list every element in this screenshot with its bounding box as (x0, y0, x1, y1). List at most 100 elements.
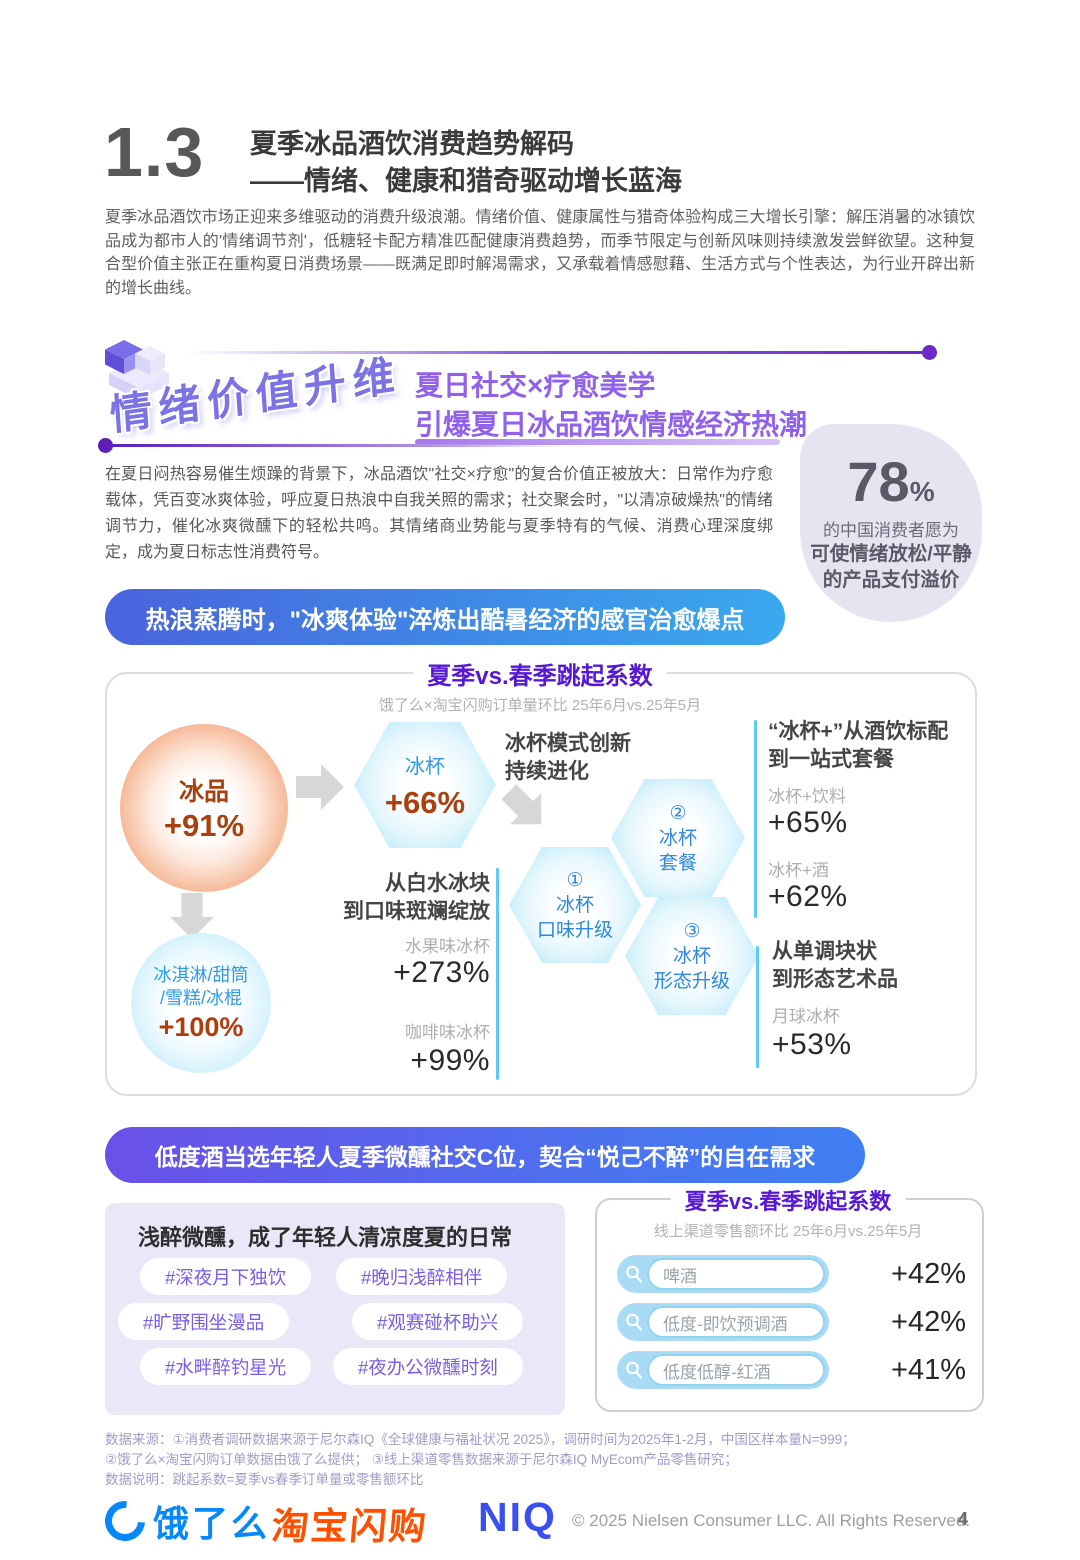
taobao-shangou-logo: 淘宝闪购 (269, 1506, 430, 1547)
shape-heading-line1: 从单调块状 (772, 940, 877, 963)
header-rule-bottom (112, 444, 564, 447)
shape-heading: 从单调块状 到形态艺术品 (772, 938, 972, 994)
tag-pill: #观赛碰杯助兴 (352, 1303, 524, 1340)
hex1-line2: 口味升级 (536, 919, 613, 941)
tag-pill: #旷野围坐漫品 (118, 1303, 290, 1340)
hex3-line1: 冰杯 (672, 945, 711, 967)
section-number: 1.3 (104, 113, 205, 191)
ice-product-circle: 冰品 +91% (120, 724, 288, 892)
flavor-item2-value: +99% (410, 1044, 490, 1077)
rule-dot-right (922, 345, 937, 360)
shape-item1-label: 月球冰杯 (772, 1007, 840, 1026)
combo-item2-value: +62% (768, 880, 848, 913)
page-title-line1: 夏季冰品酒饮消费趋势解码 (250, 129, 574, 159)
ice-cup-label: 冰杯 (405, 755, 445, 778)
search-pill-label: 啤酒 (647, 1258, 825, 1290)
tag-pill: #晚归浅醉相伴 (336, 1258, 508, 1295)
ice-cream-label2: /雪糕/冰棍 (159, 987, 242, 1008)
diagram-subtitle: 饿了么×淘宝闪购订单量环比 25年6月vs.25年5月 (378, 697, 702, 714)
tag-pill: #深夜月下独饮 (140, 1258, 312, 1295)
copyright: © 2025 Nielsen Consumer LLC. All Rights … (572, 1511, 971, 1530)
search-pill-label: 低度低醇-红酒 (647, 1354, 825, 1386)
growth-box-subtitle: 线上渠道零售额环比 25年6月vs.25年5月 (653, 1223, 923, 1240)
ice-cup-value: +66% (384, 784, 466, 820)
section-subtitle-line1: 夏日社交×疗愈美学 (415, 370, 656, 401)
flavor-heading: 从白水冰块 到口味斑斓绽放 (340, 870, 490, 926)
shape-item1-value: +53% (772, 1028, 852, 1061)
footnote-line2: ②饿了么×淘宝闪购订单数据由饿了么提供； ③线上渠道零售数据来源于尼尔森IQ M… (105, 1452, 738, 1467)
hex2-line1: 冰杯 (658, 827, 697, 849)
combo-heading-line1: “冰杯+”从酒饮标配 (768, 720, 949, 743)
flavor-heading-line2: 到口味斑斓绽放 (343, 900, 490, 923)
hex1-line1: 冰杯 (555, 894, 594, 916)
combo-heading-line2: 到一站式套餐 (768, 748, 894, 771)
growth-value: +41% (891, 1354, 966, 1386)
growth-box-title: 夏季vs.春季跳起系数 (670, 1184, 906, 1216)
footnote-line3: 数据说明：跳起系数=夏季vs春季订单量或零售额环比 (105, 1472, 424, 1487)
mode-note: 冰杯模式创新 持续进化 (505, 730, 631, 786)
stat-line1: 的中国消费者愿为 (823, 520, 959, 540)
page-number: 4 (958, 1509, 969, 1529)
divider-shape (756, 946, 759, 1068)
page-title-line2: ——情绪、健康和猎奇驱动增长蓝海 (250, 166, 682, 196)
footnote-line1: 数据来源：①消费者调研数据来源于尼尔森IQ《全球健康与福祉状况 2025》，调研… (105, 1432, 856, 1447)
shape-heading-line2: 到形态艺术品 (772, 968, 898, 991)
search-icon (626, 1265, 643, 1283)
stat-line3: 的产品支付溢价 (822, 568, 960, 591)
stat-line2: 可使情绪放松/平静 (810, 542, 972, 565)
flavor-item1-label: 水果味冰杯 (405, 937, 490, 956)
tag-pill: #夜办公微醺时刻 (333, 1348, 523, 1385)
footnotes: 数据来源：①消费者调研数据来源于尼尔森IQ《全球健康与福祉状况 2025》，调研… (105, 1430, 985, 1490)
mode-note-line1: 冰杯模式创新 (505, 732, 631, 755)
search-pill-redwine: 低度低醇-红酒 (617, 1351, 829, 1389)
intro-paragraph: 夏季冰品酒饮市场正迎来多维驱动的消费升级浪潮。情绪价值、健康属性与猎奇体验构成三… (105, 209, 975, 297)
hex3-line2: 形态升级 (653, 970, 730, 992)
ice-cream-label1: 冰淇淋/甜筒 (153, 964, 249, 985)
tag-pill: #水畔醉钓星光 (140, 1348, 312, 1385)
combo-item2-label: 冰杯+酒 (768, 861, 829, 880)
niq-logo: NIQ (478, 1494, 557, 1540)
eleme-logo: 饿了么 (96, 1492, 271, 1550)
growth-value: +42% (891, 1306, 966, 1338)
banner-low-alcohol: 低度酒当选年轻人夏季微醺社交C位，契合“悦己不醉”的自在需求 (105, 1127, 865, 1183)
ice-cream-circle: 冰淇淋/甜筒 /雪糕/冰棍 +100% (131, 933, 271, 1073)
rule-dot-left (98, 438, 113, 453)
stat-blob: 78% 的中国消费者愿为 可使情绪放松/平静 的产品支付溢价 (800, 424, 982, 622)
stat-value: 78 (847, 449, 910, 513)
mode-note-line2: 持续进化 (505, 760, 589, 783)
hex1-num: ① (566, 869, 584, 891)
ice-cream-value: +100% (158, 1011, 244, 1042)
search-pill-premix: 低度-即饮预调酒 (617, 1303, 829, 1341)
header-rule-top (185, 351, 923, 354)
section-body: 在夏日闷热容易催生烦躁的背景下，冰品酒饮"社交×疗愈"的复合价值正被放大：日常作… (105, 466, 773, 561)
stat-number: 78% (847, 453, 935, 510)
divider-combo (754, 720, 757, 918)
combo-item1-label: 冰杯+饮料 (768, 787, 846, 806)
eleme-logo-text: 饿了么 (153, 1503, 271, 1544)
combo-heading: “冰杯+”从酒饮标配 到一站式套餐 (768, 718, 976, 774)
tags-box-title: 浅醉微醺，成了年轻人清凉度夏的日常 (138, 1225, 513, 1250)
banner-ice-experience: 热浪蒸腾时，"冰爽体验"淬炼出酷暑经济的感官治愈爆点 (105, 589, 785, 645)
search-icon (626, 1361, 643, 1379)
flavor-heading-line1: 从白水冰块 (385, 872, 490, 895)
stat-unit: % (909, 475, 935, 507)
growth-value: +42% (891, 1258, 966, 1290)
subtitle-underline (415, 439, 780, 445)
flavor-item1-value: +273% (393, 956, 490, 989)
section-subtitle-line2: 引爆夏日冰品酒饮情感经济热潮 (415, 409, 808, 440)
hex2-num: ② (669, 802, 687, 824)
divider-flavor (496, 868, 499, 1080)
hex2-line2: 套餐 (658, 852, 697, 874)
flavor-item2-label: 咖啡味冰杯 (405, 1023, 490, 1042)
search-pill-beer: 啤酒 (617, 1255, 829, 1293)
page-title: 夏季冰品酒饮消费趋势解码 ——情绪、健康和猎奇驱动增长蓝海 (250, 126, 682, 200)
search-icon (626, 1313, 643, 1331)
search-pill-label: 低度-即饮预调酒 (647, 1306, 825, 1338)
eleme-logo-icon (96, 1492, 154, 1550)
hex3-num: ③ (683, 920, 701, 942)
ice-product-label: 冰品 (178, 778, 229, 806)
cube-icon (105, 340, 169, 400)
combo-item1-value: +65% (768, 806, 848, 839)
ice-product-value: +91% (163, 808, 245, 843)
